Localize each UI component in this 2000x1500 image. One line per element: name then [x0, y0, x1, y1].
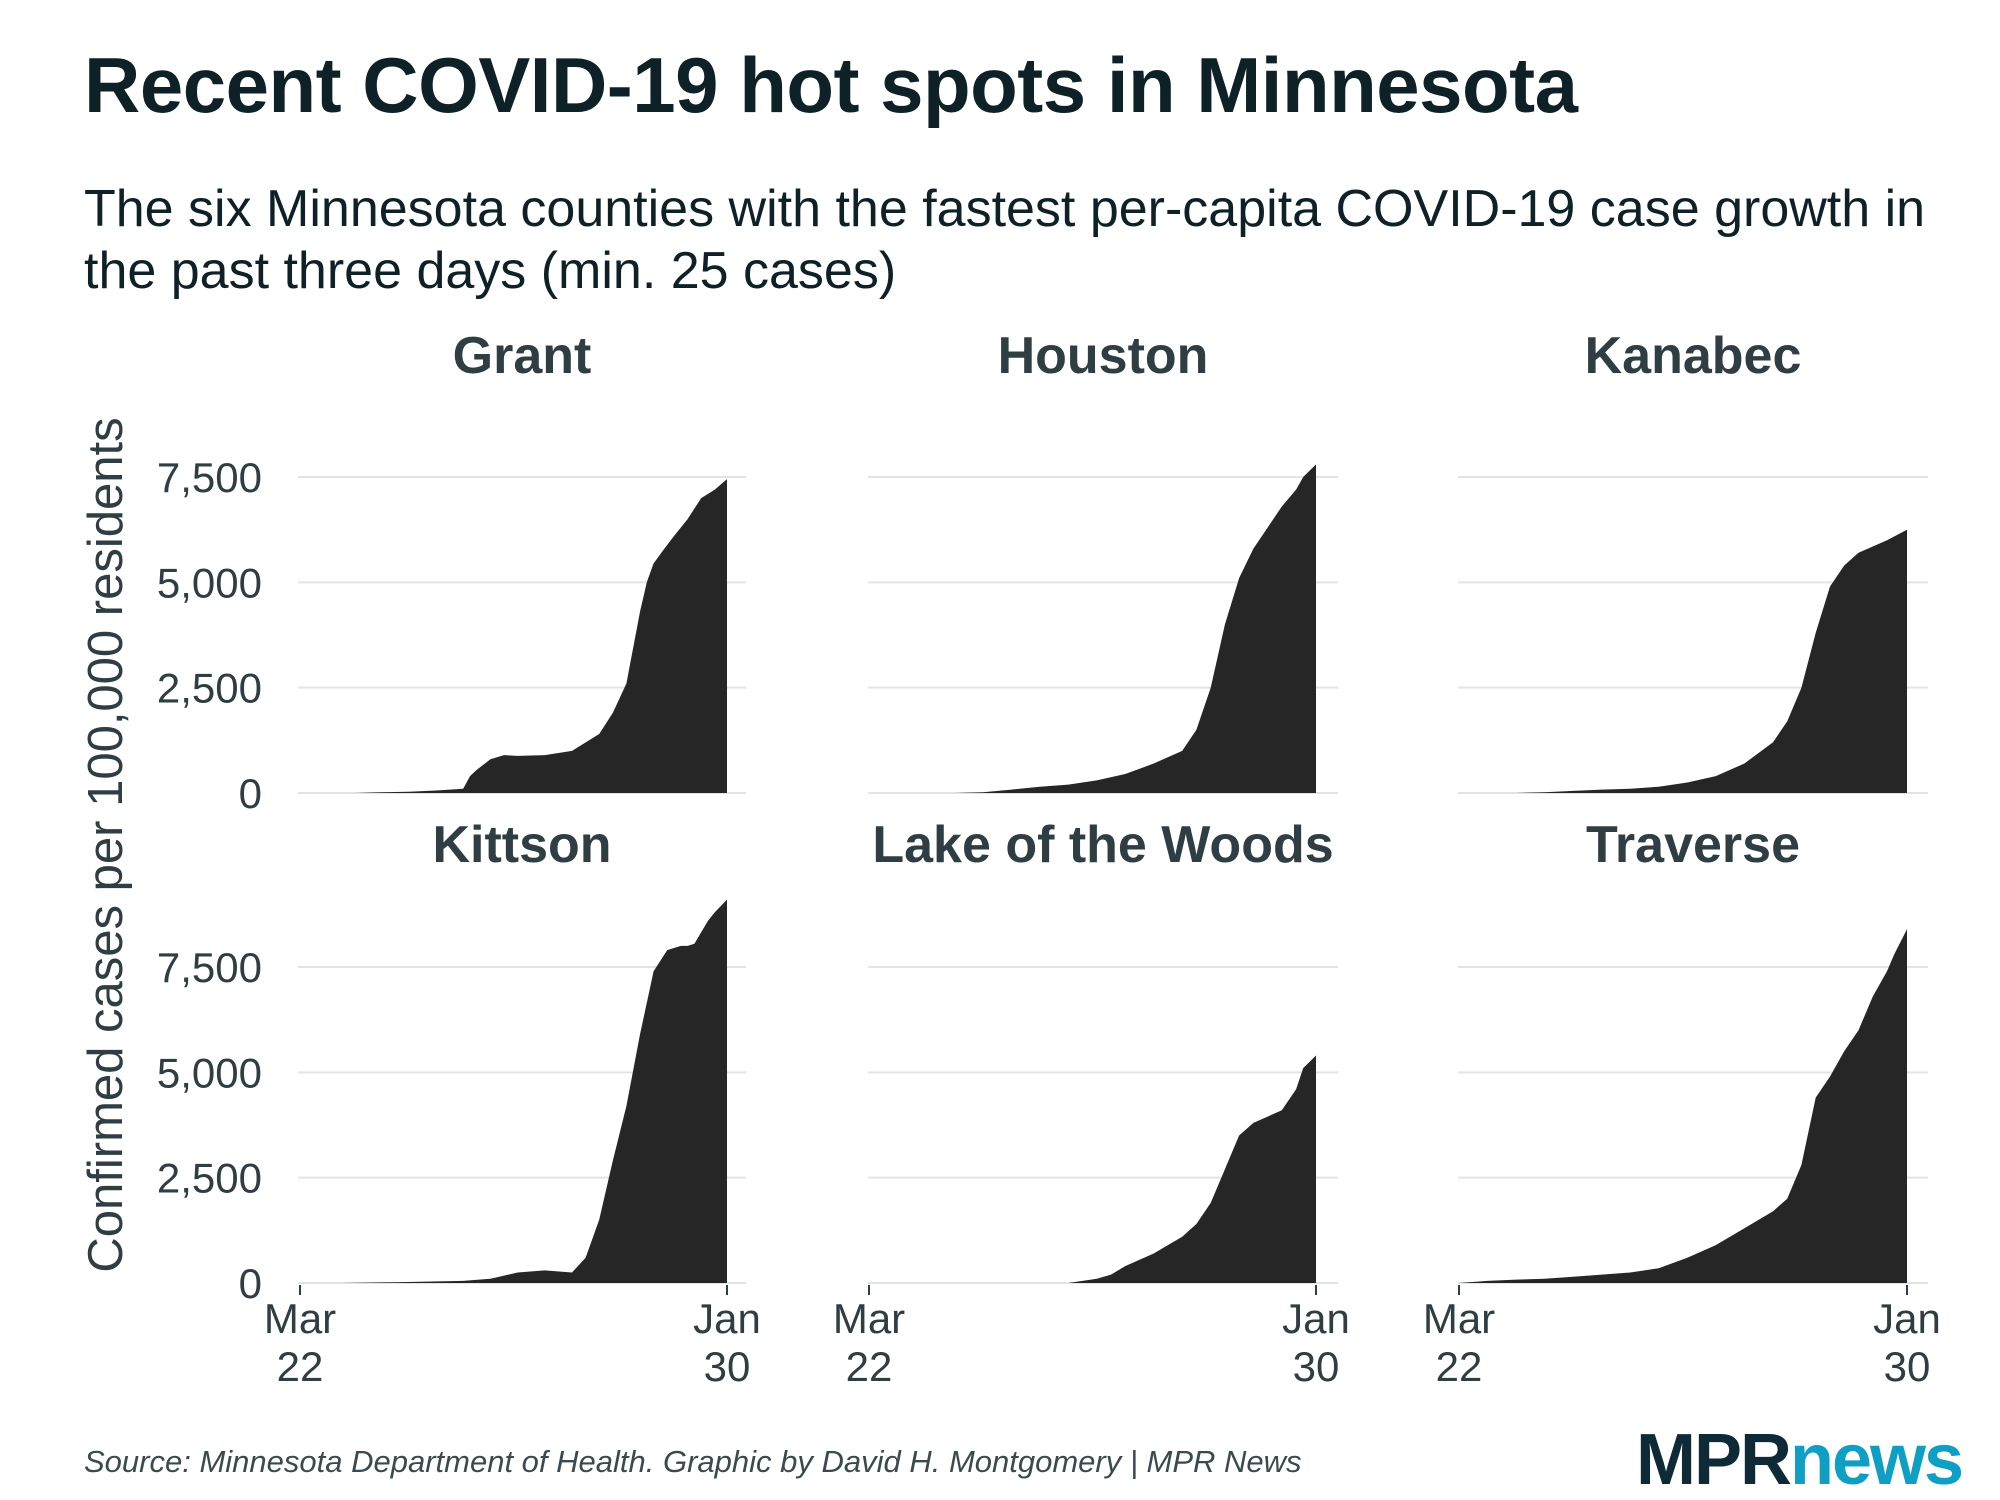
x-tick-label: 22: [1436, 1343, 1483, 1390]
panel-title: Lake of the Woods: [872, 816, 1333, 874]
source-credit: Source: Minnesota Department of Health. …: [84, 1444, 1302, 1479]
area-series: [869, 464, 1316, 793]
x-tick-label: Mar: [833, 1295, 905, 1342]
chart-panels: Grant 0 2,500 5,000 7,500 Houston Kanabec Kitts…: [157, 327, 1941, 1390]
y-tick-label: 2,500: [157, 1155, 262, 1202]
x-tick-label: Jan: [1282, 1295, 1350, 1342]
panel-kanabec: Kanabec: [1458, 327, 1928, 794]
panel-title: Kittson: [432, 816, 611, 874]
x-tick-label: Mar: [264, 1295, 336, 1342]
y-tick-label: 0: [239, 1260, 262, 1307]
panel-grant: Grant 0 2,500 5,000 7,500: [157, 327, 746, 817]
logo-mpr: MPR: [1636, 1420, 1792, 1500]
y-tick-label: 2,500: [157, 665, 262, 712]
y-tick-label: 0: [239, 770, 262, 817]
x-tick-label: 30: [704, 1343, 751, 1390]
mpr-news-logo: MPRnews: [1636, 1420, 1964, 1500]
x-tick-label: 30: [1293, 1343, 1340, 1390]
x-tick-label: 22: [846, 1343, 893, 1390]
area-series: [300, 479, 727, 793]
panel-title: Houston: [998, 327, 1209, 385]
y-tick-label: 5,000: [157, 559, 262, 606]
x-tick-label: 22: [277, 1343, 324, 1390]
x-tick-label: Jan: [1873, 1295, 1941, 1342]
y-tick-label: 7,500: [157, 944, 262, 991]
logo-news: news: [1790, 1420, 1964, 1500]
area-series: [300, 899, 727, 1283]
y-axis-label: Confirmed cases per 100,000 residents: [79, 417, 133, 1272]
y-tick-label: 7,500: [157, 454, 262, 501]
area-series: [869, 1055, 1316, 1283]
x-tick-label: Mar: [1423, 1295, 1495, 1342]
chart-title: Recent COVID-19 hot spots in Minnesota: [84, 41, 1578, 129]
panel-houston: Houston: [868, 327, 1338, 794]
x-tick-label: 30: [1884, 1343, 1931, 1390]
y-tick-label: 5,000: [157, 1049, 262, 1096]
area-series: [1459, 929, 1907, 1283]
area-series: [1459, 529, 1907, 793]
panel-title: Traverse: [1586, 816, 1800, 874]
panel-title: Kanabec: [1585, 327, 1802, 385]
panel-title: Grant: [453, 327, 592, 385]
chart-subtitle: The six Minnesota counties with the fast…: [84, 180, 1926, 300]
x-tick-label: Jan: [693, 1295, 761, 1342]
